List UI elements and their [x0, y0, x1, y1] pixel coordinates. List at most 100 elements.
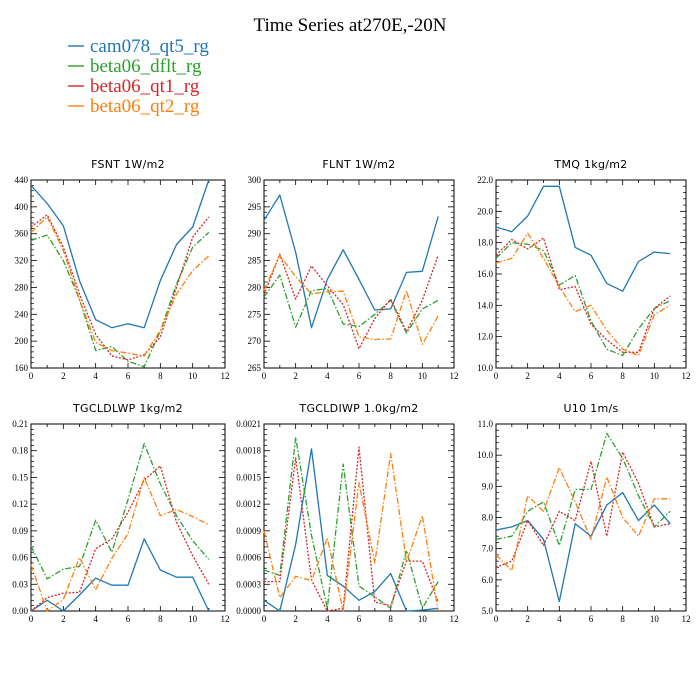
panel-tgcldiwp: TGCLDIWP 1.0kg/m2 0 2 4 6 8 10 12 0.0000 0.0003 0.… — [236, 402, 458, 624]
series-line-cam078-qt5-rg — [263, 448, 439, 612]
y-tick-label: 0.0021 — [236, 419, 261, 429]
x-tick-label: 6 — [126, 614, 131, 624]
y-tick-label: 320 — [15, 256, 29, 266]
panel-fsnt: FSNT 1W/m2 0 2 4 6 8 10 12 160 200 240 280 320 360 400… — [15, 158, 230, 381]
y-tick-label: 360 — [15, 229, 29, 239]
x-tick-label: 6 — [589, 371, 594, 381]
y-tick-label: 0.21 — [12, 419, 28, 429]
x-tick-label: 4 — [93, 371, 98, 381]
x-tick-label: 2 — [61, 614, 66, 624]
y-tick-label: 0.18 — [12, 446, 28, 456]
x-tick-label: 4 — [325, 371, 330, 381]
y-tick-label: 265 — [248, 363, 262, 373]
x-tick-label: 0 — [262, 371, 267, 381]
series-line-beta06-dflt-rg — [495, 242, 671, 357]
x-tick-label: 10 — [418, 614, 428, 624]
y-tick-label: 0.0003 — [236, 579, 261, 589]
x-tick-label: 0 — [494, 371, 499, 381]
x-tick-label: 8 — [158, 371, 163, 381]
x-tick-label: 0 — [262, 614, 267, 624]
x-tick-label: 10 — [650, 371, 660, 381]
series-line-beta06-qt1-rg — [495, 237, 671, 353]
series-line-cam078-qt5-rg — [30, 538, 210, 612]
x-tick-label: 6 — [357, 614, 362, 624]
series-line-beta06-qt2-rg — [495, 466, 671, 572]
x-tick-label: 8 — [620, 614, 625, 624]
y-tick-label: 7.0 — [482, 544, 494, 554]
x-tick-label: 6 — [126, 371, 131, 381]
y-tick-label: 440 — [15, 175, 29, 185]
panel-title: FSNT 1W/m2 — [91, 158, 165, 171]
panels: FSNT 1W/m20 2 4 6 8 10 12160200240280320360400… — [12, 158, 690, 624]
x-tick-label: 4 — [557, 371, 562, 381]
y-tick-label: 280 — [248, 282, 262, 292]
series-line-beta06-qt2-rg — [263, 452, 439, 612]
series-line-beta06-qt1-rg — [30, 465, 210, 612]
y-tick-label: 10.0 — [477, 450, 493, 460]
x-tick-label: 10 — [418, 371, 428, 381]
x-tick-label: 2 — [525, 371, 530, 381]
y-tick-label: 0.0000 — [236, 606, 261, 616]
series-line-cam078-qt5-rg — [30, 179, 210, 329]
x-tick-label: 4 — [325, 614, 330, 624]
series-line-cam078-qt5-rg — [495, 491, 671, 603]
figure-title: Time Series at270E,-20N — [254, 15, 447, 36]
series-line-beta06-dflt-rg — [30, 442, 210, 580]
x-tick-label: 12 — [682, 371, 691, 381]
series-line-beta06-dflt-rg — [263, 274, 439, 334]
legend-label-beta06-qt2-rg: beta06_qt2_rg — [90, 96, 200, 117]
y-tick-label: 270 — [248, 336, 262, 346]
x-tick-label: 8 — [388, 614, 393, 624]
y-tick-label: 10.0 — [477, 363, 493, 373]
x-tick-label: 8 — [158, 614, 163, 624]
x-tick-label: 8 — [620, 371, 625, 381]
plot-frame — [495, 179, 687, 369]
legend-label-beta06-dflt-rg: beta06_dflt_rg — [90, 56, 202, 77]
plot-frame — [30, 179, 226, 369]
panel-title: U10 1m/s — [563, 402, 618, 415]
y-tick-label: 0.00 — [12, 606, 28, 616]
x-tick-label: 12 — [221, 371, 230, 381]
series-line-beta06-qt1-rg — [264, 446, 439, 612]
series-line-beta06-qt2-rg — [263, 254, 439, 346]
y-tick-label: 400 — [15, 202, 29, 212]
legend-label-beta06-qt1-rg: beta06_qt1_rg — [90, 76, 200, 97]
x-tick-label: 0 — [494, 614, 499, 624]
y-tick-label: 0.03 — [12, 579, 28, 589]
y-tick-label: 9.0 — [482, 481, 494, 491]
x-tick-label: 0 — [29, 614, 34, 624]
series-line-cam078-qt5-rg — [263, 194, 439, 329]
panel-title: TGCLDIWP 1.0kg/m2 — [298, 402, 418, 415]
y-tick-label: 14.0 — [477, 300, 493, 310]
y-tick-label: 275 — [248, 309, 262, 319]
y-tick-label: 5.0 — [482, 606, 494, 616]
y-tick-label: 0.0012 — [236, 499, 261, 509]
y-tick-label: 22.0 — [477, 175, 493, 185]
y-tick-label: 18.0 — [477, 238, 493, 248]
y-tick-label: 0.09 — [12, 526, 28, 536]
y-tick-label: 240 — [15, 309, 29, 319]
y-tick-label: 6.0 — [482, 575, 494, 585]
y-tick-label: 11.0 — [478, 419, 494, 429]
series-line-beta06-qt1-rg — [495, 451, 671, 569]
panel-tgcldlwp: TGCLDLWP 1kg/m2 0 2 4 6 8 10 12 0.00 0.03 0.06 0.09… — [12, 402, 229, 624]
y-tick-label: 300 — [248, 175, 262, 185]
y-tick-label: 0.0006 — [236, 553, 261, 563]
y-tick-label: 0.12 — [12, 499, 28, 509]
y-tick-label: 280 — [15, 282, 29, 292]
x-tick-label: 2 — [525, 614, 530, 624]
y-tick-label: 290 — [248, 229, 262, 239]
y-tick-label: 12.0 — [477, 332, 493, 342]
x-tick-label: 4 — [557, 614, 562, 624]
x-tick-label: 4 — [93, 614, 98, 624]
y-tick-label: 0.15 — [12, 472, 28, 482]
series-line-beta06-qt1-rg — [30, 214, 210, 361]
y-tick-label: 295 — [248, 202, 262, 212]
series-line-beta06-dflt-rg — [30, 231, 210, 368]
series-line-cam078-qt5-rg — [495, 185, 671, 292]
y-tick-label: 200 — [15, 336, 29, 346]
x-tick-label: 6 — [589, 614, 594, 624]
x-tick-label: 2 — [61, 371, 66, 381]
panel-title: TGCLDLWP 1kg/m2 — [72, 402, 183, 415]
